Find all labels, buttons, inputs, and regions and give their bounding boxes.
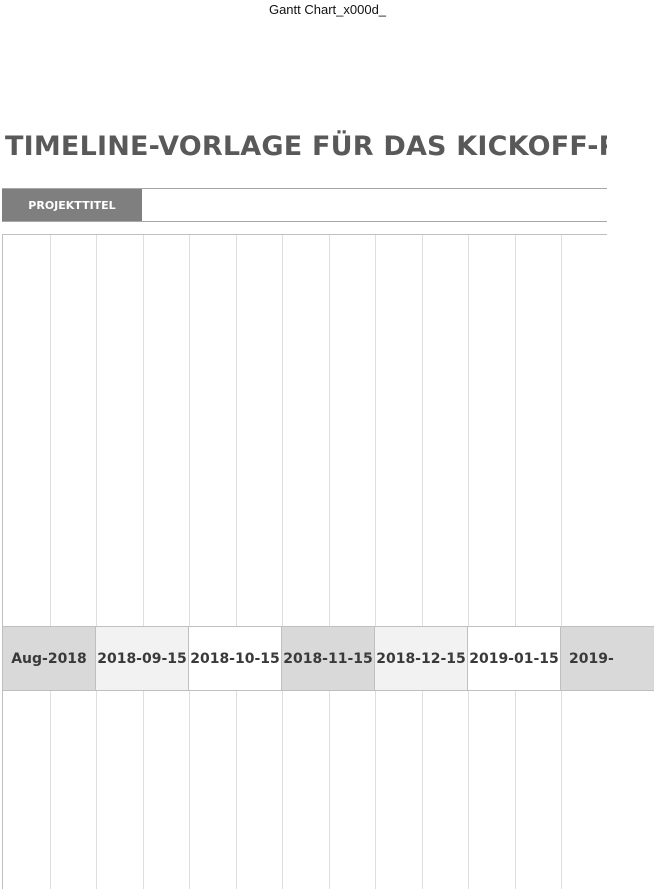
date-cell[interactable]: 2019- (560, 626, 654, 691)
grid-line (96, 235, 97, 889)
timeline-grid (2, 234, 607, 889)
page-title: TIMELINE-VORLAGE FÜR DAS KICKOFF-PRO (5, 131, 607, 162)
project-title-label: PROJEKTTITEL (2, 189, 142, 221)
grid-line (282, 235, 283, 889)
grid-line (515, 235, 516, 889)
timeline-date-row: Aug-2018 2018-09-15 2018-10-15 2018-11-1… (2, 626, 654, 691)
date-cell[interactable]: 2019-01-15 (467, 626, 560, 691)
grid-line (561, 235, 562, 889)
grid-line (143, 235, 144, 889)
sheet-header: Gantt Chart_x000d_ (268, 2, 387, 17)
date-cell[interactable]: Aug-2018 (2, 626, 95, 691)
grid-line (236, 235, 237, 889)
grid-line (50, 235, 51, 889)
grid-line (329, 235, 330, 889)
project-title-row: PROJEKTTITEL (2, 188, 607, 222)
date-cell[interactable]: 2018-11-15 (281, 626, 374, 691)
date-cell[interactable]: 2018-09-15 (95, 626, 188, 691)
date-cell[interactable]: 2018-10-15 (188, 626, 281, 691)
date-cell[interactable]: 2018-12-15 (374, 626, 467, 691)
grid-line (422, 235, 423, 889)
grid-line (189, 235, 190, 889)
grid-line (468, 235, 469, 889)
grid-line (375, 235, 376, 889)
project-title-field[interactable] (142, 189, 607, 221)
